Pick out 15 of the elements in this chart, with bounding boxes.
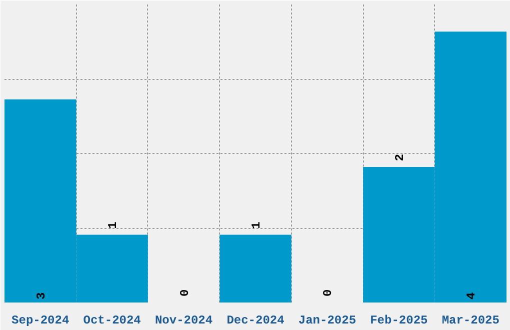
data-label: 1 bbox=[106, 222, 120, 229]
data-label: 3 bbox=[34, 292, 48, 300]
data-label: 2 bbox=[392, 154, 407, 162]
x-tick-label: Nov-2024 bbox=[154, 314, 213, 328]
x-tick-label: Oct-2024 bbox=[83, 314, 141, 328]
data-label: 0 bbox=[321, 289, 336, 297]
data-label: 4 bbox=[464, 292, 479, 300]
x-tick-label: Jan-2025 bbox=[298, 314, 356, 328]
x-tick-label: Feb-2025 bbox=[370, 314, 428, 328]
data-label: 0 bbox=[178, 289, 192, 297]
x-tick-label: Mar-2025 bbox=[442, 314, 500, 328]
bar bbox=[220, 234, 292, 302]
x-tick-label: Dec-2024 bbox=[226, 314, 284, 328]
data-label: 1 bbox=[250, 222, 264, 229]
x-tick-label: Sep-2024 bbox=[12, 314, 70, 328]
